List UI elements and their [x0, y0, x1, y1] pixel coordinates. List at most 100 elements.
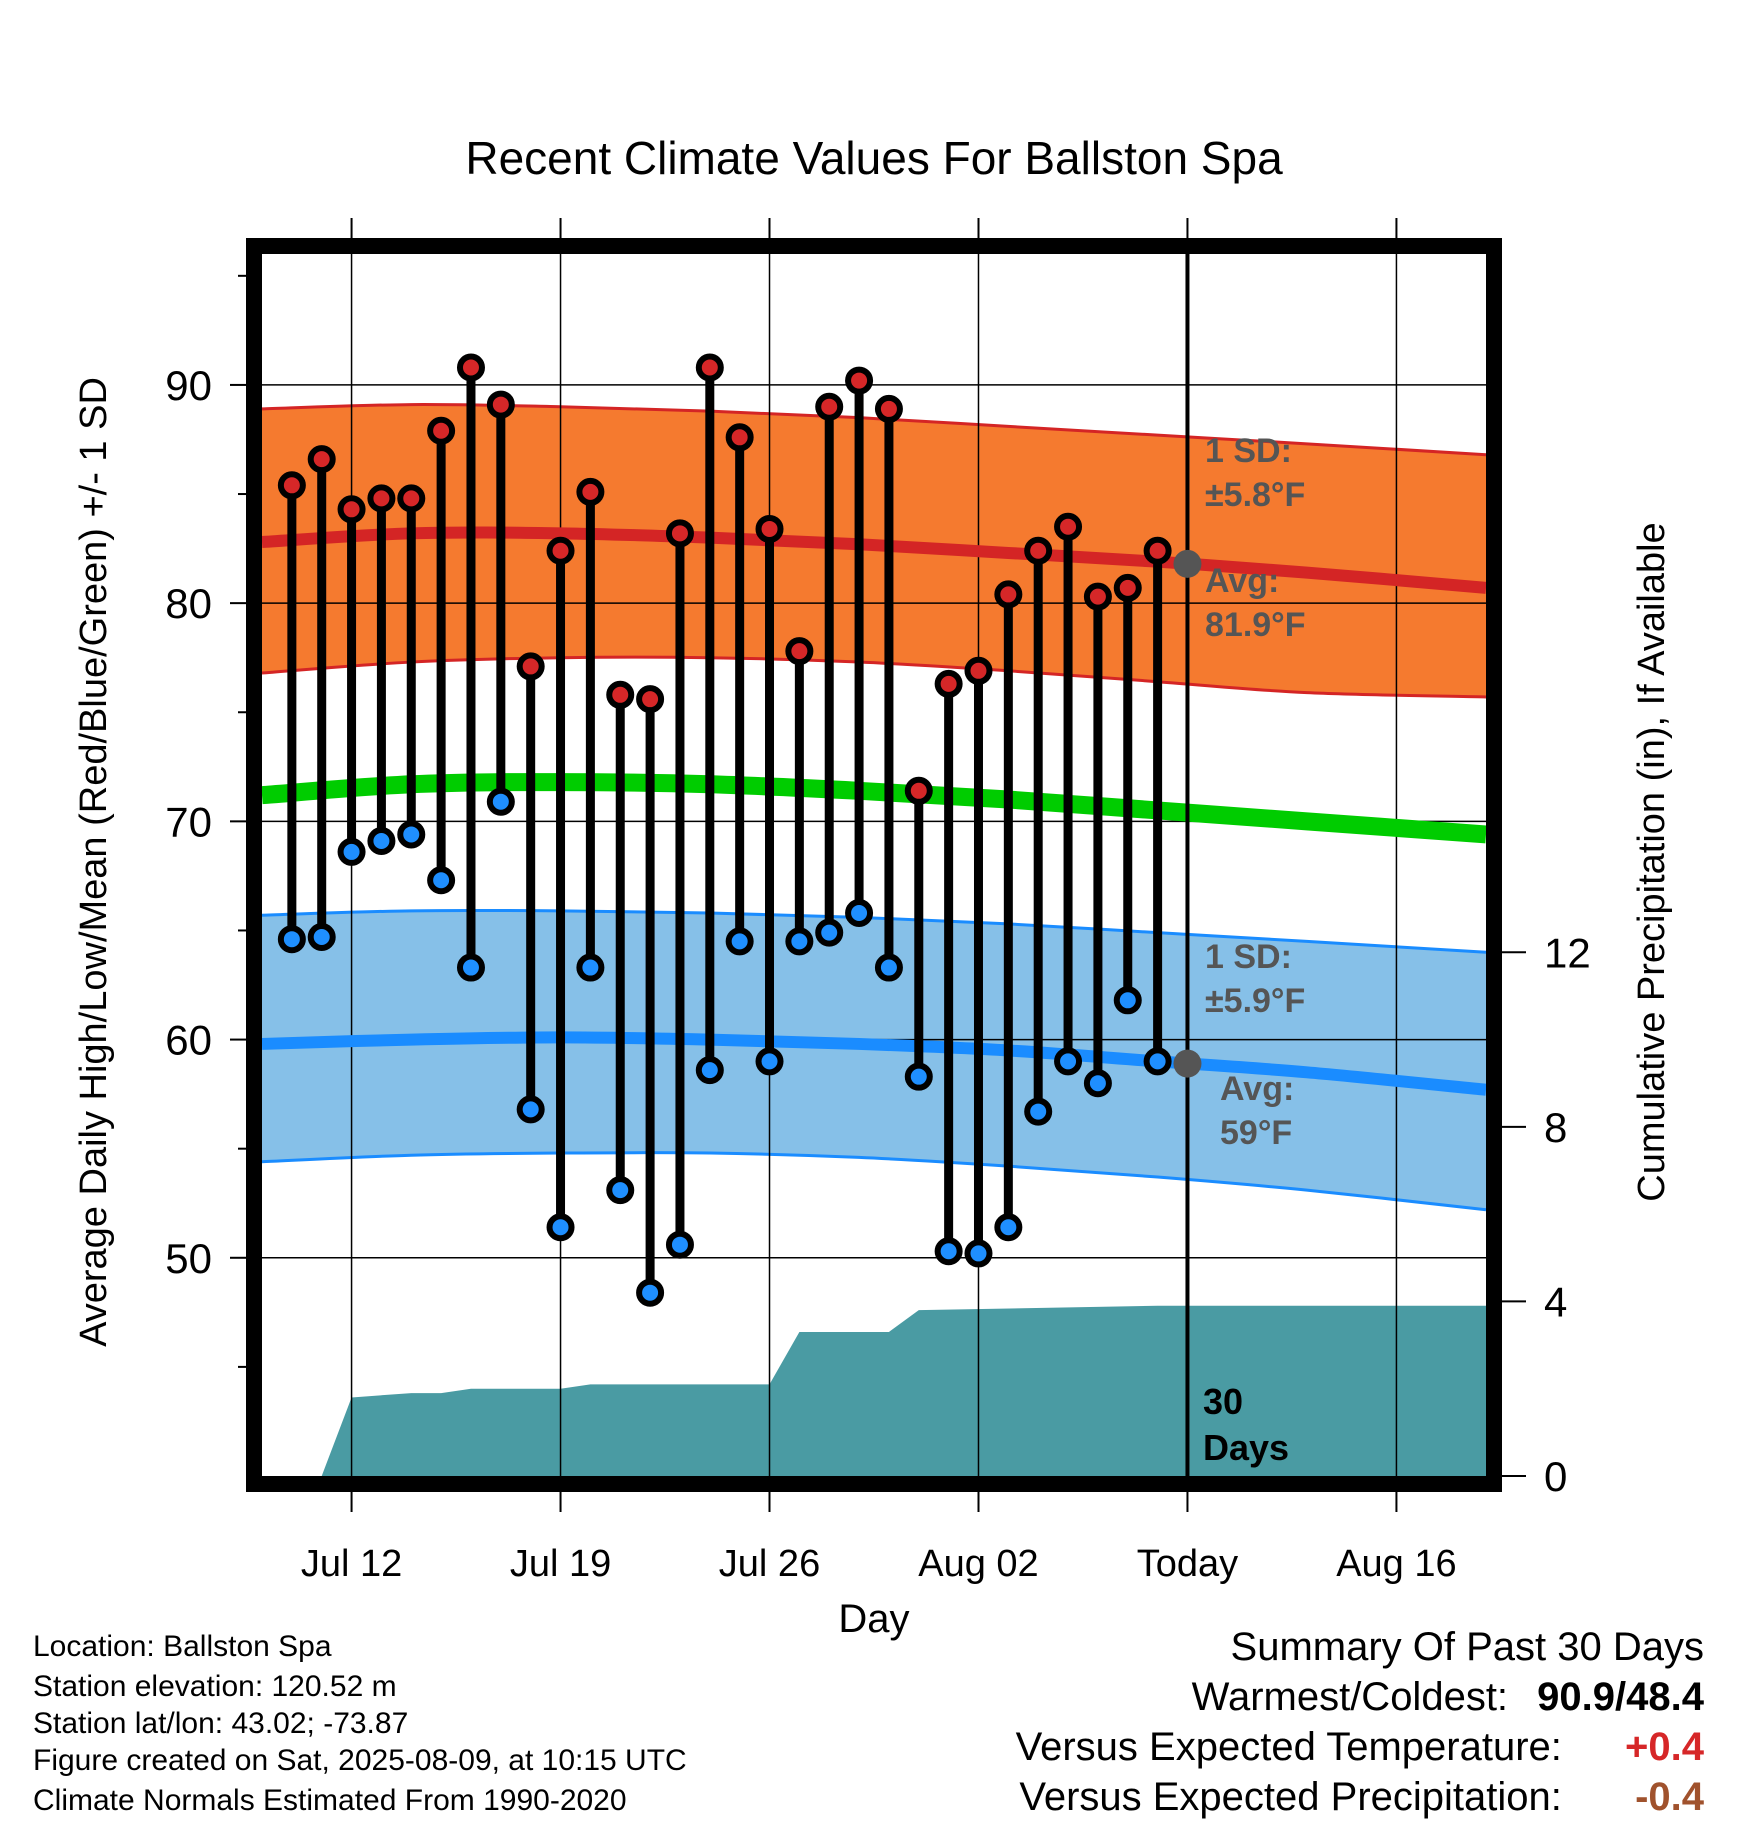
- daily-low-point: [546, 1213, 575, 1242]
- daily-high-point: [964, 656, 993, 685]
- info-created: Figure created on Sat, 2025-08-09, at 10…: [33, 1744, 687, 1777]
- daily-high-point: [456, 353, 485, 382]
- y2-tick-label: 8: [1544, 1104, 1567, 1151]
- daily-high-point: [1113, 573, 1142, 602]
- y2-tick-label: 0: [1544, 1453, 1567, 1500]
- daily-low-point: [964, 1239, 993, 1268]
- low-sd-band: [262, 910, 1486, 1210]
- daily-high-point: [337, 495, 366, 524]
- warm-cold-label: Warmest/Coldest:: [1191, 1675, 1509, 1719]
- daily-low-point: [486, 787, 515, 816]
- daily-high-point: [576, 477, 605, 506]
- high-sd-label: 1 SD:: [1205, 432, 1292, 470]
- daily-low-point: [1113, 986, 1142, 1015]
- daily-high-point: [1054, 512, 1083, 541]
- x-tick-label: Jul 26: [719, 1543, 820, 1585]
- y2-axis-label: Cumulative Precipitation (in), If Availa…: [1631, 522, 1673, 1201]
- low-sd-label: 1 SD:: [1205, 938, 1292, 976]
- daily-high-point: [516, 652, 545, 681]
- daily-low-point: [337, 837, 366, 866]
- daily-high-point: [665, 519, 694, 548]
- precip-value: -0.4: [1635, 1775, 1704, 1819]
- daily-high-point: [606, 680, 635, 709]
- low-sd-value: ±5.9°F: [1205, 982, 1305, 1020]
- daily-low-point: [307, 923, 336, 952]
- normal-low-line: [261, 1031, 1487, 1096]
- daily-low-point: [665, 1230, 694, 1259]
- high-sd-value: ±5.8°F: [1205, 476, 1305, 514]
- summary-panel: Summary Of Past 30 Days Warmest/Coldest:…: [1016, 1622, 1704, 1822]
- x-tick-label: Today: [1137, 1543, 1238, 1585]
- summary-precip: Versus Expected Precipitation: -0.4: [1016, 1772, 1704, 1822]
- daily-high-point: [845, 366, 874, 395]
- daily-low-point: [695, 1056, 724, 1085]
- daily-low-point: [1083, 1069, 1112, 1098]
- y-tick-label: 80: [165, 580, 212, 627]
- daily-high-point: [367, 484, 396, 513]
- daily-high-point: [1024, 536, 1053, 565]
- daily-low-point: [456, 953, 485, 982]
- low-avg-value: 59°F: [1220, 1114, 1292, 1152]
- daily-high-point: [1083, 582, 1112, 611]
- warm-cold-value: 90.9/48.4: [1537, 1675, 1704, 1719]
- y-axis-label: Average Daily High/Low/Mean (Red/Blue/Gr…: [73, 377, 115, 1347]
- low-avg-label: Avg:: [1220, 1070, 1294, 1108]
- daily-high-point: [397, 484, 426, 513]
- daily-high-point: [486, 390, 515, 419]
- daily-low-point: [845, 899, 874, 928]
- daily-high-point: [636, 685, 665, 714]
- daily-high-point: [546, 536, 575, 565]
- daily-high-point: [1143, 536, 1172, 565]
- info-location: Location: Ballston Spa: [33, 1630, 332, 1663]
- x-axis-label: Day: [838, 1597, 909, 1641]
- daily-high-point: [815, 392, 844, 421]
- daily-high-point: [277, 471, 306, 500]
- x-tick-label: Jul 12: [301, 1543, 402, 1585]
- y-tick-label: 60: [165, 1017, 212, 1064]
- daily-high-point: [934, 669, 963, 698]
- y-tick-label: 70: [165, 798, 212, 845]
- daily-low-point: [367, 826, 396, 855]
- daily-high-point: [874, 394, 903, 423]
- daily-high-point: [695, 353, 724, 382]
- x-tick-label: Jul 19: [510, 1543, 611, 1585]
- daily-low-point: [815, 918, 844, 947]
- chart-title: Recent Climate Values For Ballston Spa: [465, 132, 1283, 184]
- daily-high-point: [904, 776, 933, 805]
- high-avg-value: 81.9°F: [1205, 606, 1306, 644]
- today-low-normal-marker: [1173, 1049, 1202, 1078]
- daily-high-point: [755, 514, 784, 543]
- daily-low-point: [1024, 1097, 1053, 1126]
- daily-low-point: [755, 1047, 784, 1076]
- daily-low-point: [725, 927, 754, 956]
- daily-high-point: [994, 580, 1023, 609]
- daily-low-point: [904, 1062, 933, 1091]
- info-latlon: Station lat/lon: 43.02; -73.87: [33, 1707, 409, 1740]
- temp-value: +0.4: [1625, 1725, 1704, 1769]
- today-high-normal-marker: [1173, 549, 1202, 578]
- y-tick-label: 90: [165, 362, 212, 409]
- y-tick-label: 50: [165, 1235, 212, 1282]
- x-tick-label: Aug 16: [1336, 1543, 1456, 1585]
- days-word-label: Days: [1203, 1427, 1289, 1468]
- low-sd-lower-line: [261, 1151, 1487, 1212]
- summary-temp: Versus Expected Temperature: +0.4: [1016, 1722, 1704, 1772]
- temp-label: Versus Expected Temperature:: [1015, 1725, 1562, 1769]
- precip-label: Versus Expected Precipitation:: [1019, 1775, 1562, 1819]
- daily-high-point: [427, 416, 456, 445]
- x-tick-label: Aug 02: [918, 1543, 1038, 1585]
- daily-low-point: [576, 953, 605, 982]
- y2-tick-label: 4: [1544, 1278, 1567, 1325]
- daily-low-point: [397, 820, 426, 849]
- daily-low-point: [1143, 1047, 1172, 1076]
- summary-warm-cold: Warmest/Coldest: 90.9/48.4: [1016, 1672, 1704, 1722]
- daily-high-point: [307, 445, 336, 474]
- days-number-label: 30: [1203, 1381, 1243, 1422]
- plot-frame: [246, 238, 1502, 1492]
- daily-low-point: [427, 866, 456, 895]
- daily-low-point: [874, 953, 903, 982]
- daily-low-point: [785, 927, 814, 956]
- cumulative-precip-area: [262, 1305, 1486, 1476]
- daily-high-point: [725, 423, 754, 452]
